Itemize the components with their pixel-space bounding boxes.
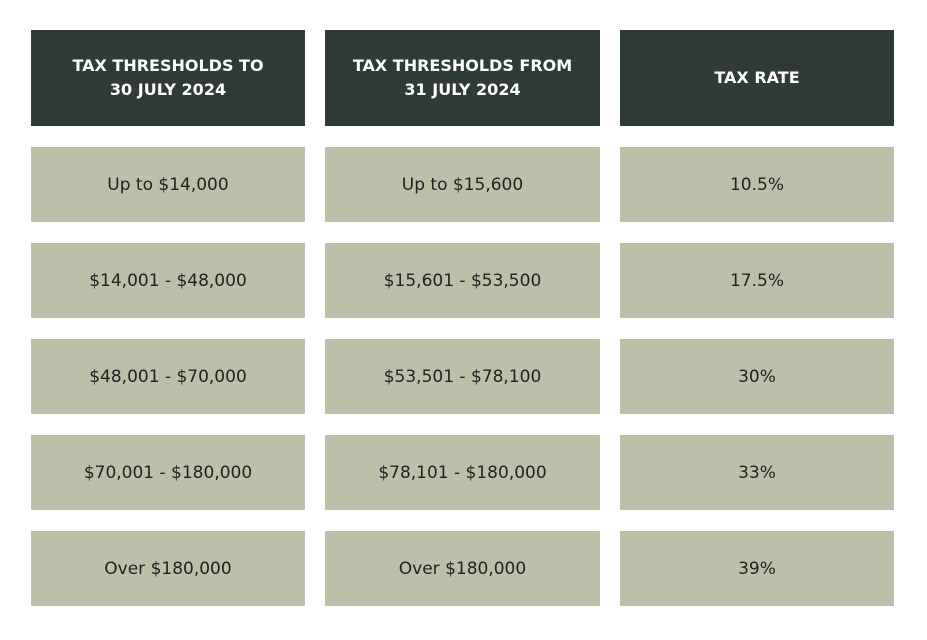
column-header: TAX RATE	[620, 30, 894, 126]
table-cell: Up to $15,600	[325, 147, 600, 222]
table-cell: 30%	[620, 339, 894, 414]
table-cell: $78,101 - $180,000	[325, 435, 600, 510]
table-cell: $14,001 - $48,000	[31, 243, 305, 318]
table-cell: Over $180,000	[325, 531, 600, 606]
table-cell: $48,001 - $70,000	[31, 339, 305, 414]
table-cell: Up to $14,000	[31, 147, 305, 222]
table-cell: 33%	[620, 435, 894, 510]
tax-table: TAX THRESHOLDS TO 30 JULY 2024 TAX THRESH…	[31, 30, 894, 627]
table-cell: 39%	[620, 531, 894, 606]
column-header: TAX THRESHOLDS FROM 31 JULY 2024	[325, 30, 600, 126]
table-cell: 10.5%	[620, 147, 894, 222]
table-cell: $53,501 - $78,100	[325, 339, 600, 414]
table-cell: $70,001 - $180,000	[31, 435, 305, 510]
table-cell: 17.5%	[620, 243, 894, 318]
table-cell: Over $180,000	[31, 531, 305, 606]
table-cell: $15,601 - $53,500	[325, 243, 600, 318]
column-header: TAX THRESHOLDS TO 30 JULY 2024	[31, 30, 305, 126]
